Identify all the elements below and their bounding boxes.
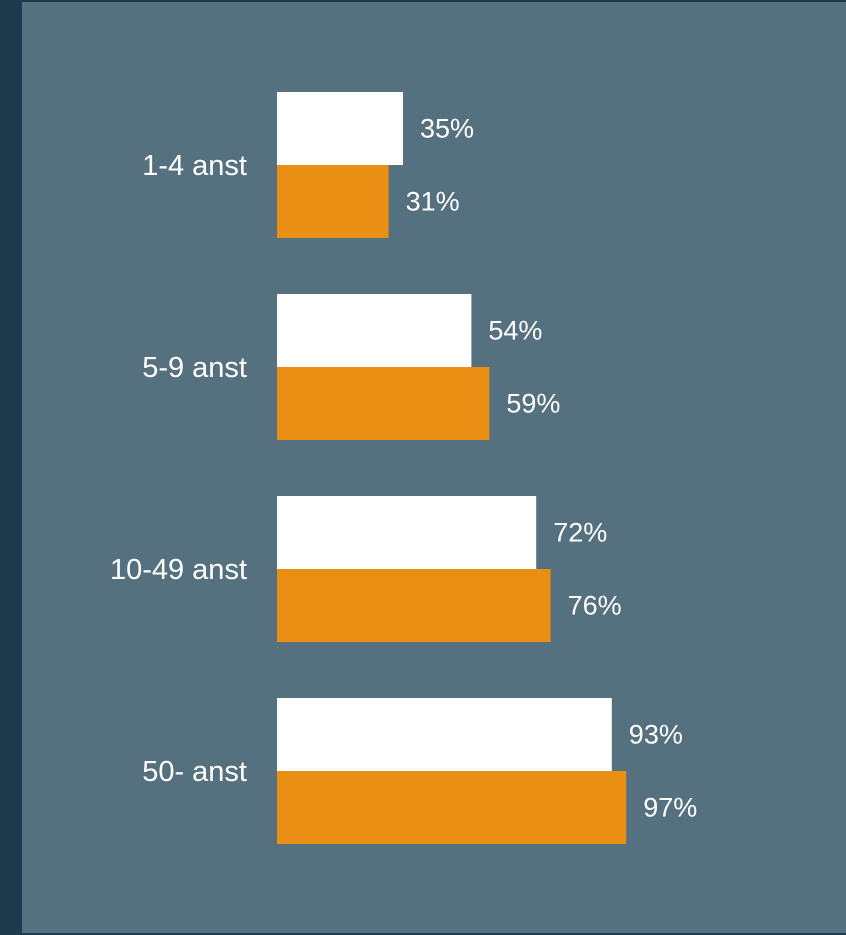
category-label: 50- anst — [142, 756, 247, 788]
bar-orange — [277, 569, 551, 642]
bar-orange — [277, 165, 389, 238]
value-label: 97% — [643, 793, 697, 823]
bar-white — [277, 698, 612, 771]
bar-chart: 1-4 anst 35% 31% 5-9 anst 54% 59% 10-49 anst 72… — [110, 92, 697, 844]
category-label: 10-49 anst — [110, 554, 247, 586]
bar-white — [277, 294, 472, 367]
value-label: 54% — [488, 316, 542, 346]
category-label: 1-4 anst — [142, 150, 247, 182]
chart-panel: 1-4 anst 35% 31% 5-9 anst 54% 59% 10-49 anst 72… — [22, 2, 846, 933]
category-label: 5-9 anst — [142, 352, 247, 384]
value-label: 59% — [506, 389, 560, 419]
value-label: 35% — [420, 114, 474, 144]
bar-white — [277, 496, 537, 569]
bar-orange — [277, 771, 627, 844]
bar-white — [277, 92, 403, 165]
value-label: 72% — [553, 518, 607, 548]
bar-orange — [277, 367, 490, 440]
value-label: 31% — [406, 187, 460, 217]
value-label: 93% — [629, 720, 683, 750]
value-label: 76% — [568, 591, 622, 621]
